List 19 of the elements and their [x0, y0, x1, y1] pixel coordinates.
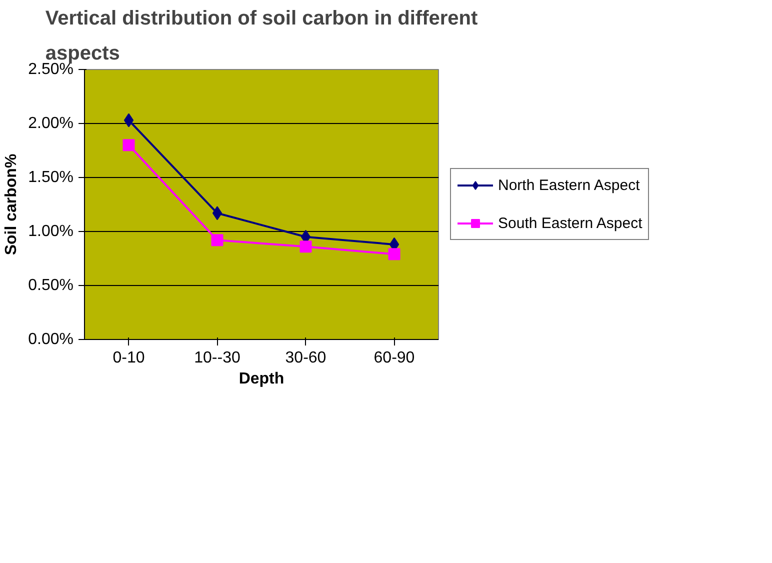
point — [300, 240, 312, 253]
x-tick-label: 30-60 — [285, 350, 326, 366]
y-tick-label: 0.50% — [28, 277, 74, 294]
x-tick-label: 10--30 — [194, 350, 240, 366]
point — [212, 206, 222, 220]
x-axis-title: Depth — [238, 370, 284, 388]
y-axis-title: Soil carbon% — [3, 154, 20, 256]
point — [124, 113, 134, 128]
x-tick-label: 60-90 — [374, 350, 415, 366]
y-tick-label: 1.50% — [28, 169, 74, 186]
point — [211, 234, 224, 246]
y-tick-label: 1.00% — [28, 223, 74, 240]
point — [122, 139, 135, 152]
point — [388, 248, 400, 260]
y-tick-label: 0.00% — [28, 331, 74, 348]
legend-label: North Eastern Aspect — [498, 176, 640, 194]
y-tick-label: 2.00% — [28, 115, 74, 132]
x-tick-label: 0-10 — [112, 350, 145, 366]
legend-label: South Eastern Aspect — [498, 214, 642, 232]
